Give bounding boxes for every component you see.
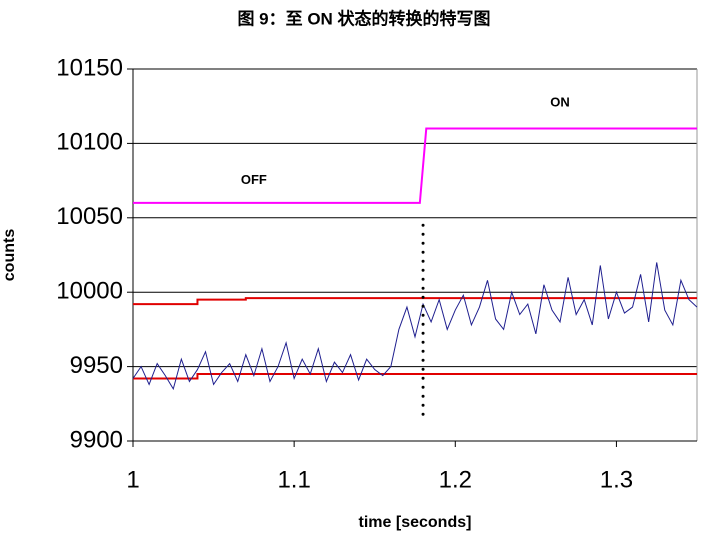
x-tick-label: 1 <box>126 466 139 493</box>
chart-title: 图 9：至 ON 状态的转换的特写图 <box>237 8 490 28</box>
annotation: ON <box>550 95 570 110</box>
annotation: OFF <box>241 172 267 187</box>
y-tick-label: 9950 <box>70 352 123 379</box>
y-tick-label: 9900 <box>70 426 123 453</box>
y-tick-label: 10050 <box>56 203 123 230</box>
y-axis-label: counts <box>1 229 18 282</box>
line-series <box>133 127 697 204</box>
line-series <box>133 373 697 380</box>
y-tick-label: 10000 <box>56 278 123 305</box>
x-tick-label: 1.1 <box>277 466 310 493</box>
line-series <box>133 297 697 306</box>
x-tick-label: 1.3 <box>600 466 633 493</box>
x-tick-label: 1.2 <box>439 466 472 493</box>
x-axis-label: time [seconds] <box>359 514 472 531</box>
y-tick-label: 10100 <box>56 129 123 156</box>
y-tick-label: 10150 <box>56 54 123 81</box>
line-series <box>132 262 698 391</box>
